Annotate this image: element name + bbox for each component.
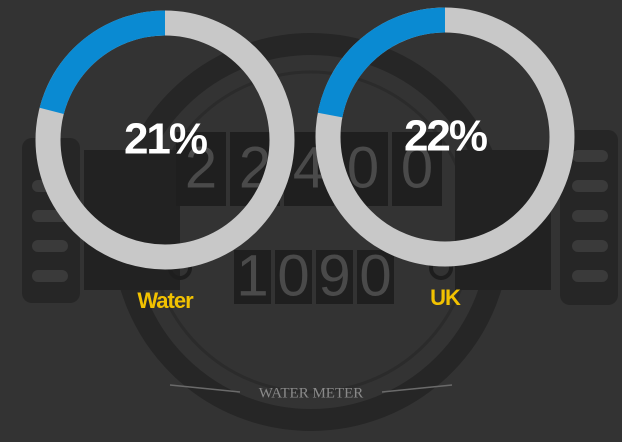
digit-box — [234, 250, 271, 304]
digit-box — [176, 132, 226, 206]
donut-segment — [317, 7, 446, 118]
digit: 1 — [236, 243, 268, 308]
digit: 0 — [359, 243, 391, 308]
meter-label-lines — [169, 384, 453, 393]
digit-box — [275, 250, 312, 304]
percent-label: 21% — [124, 115, 207, 164]
digit-box — [316, 250, 353, 304]
digit-box — [357, 250, 394, 304]
percent-label: 22% — [404, 112, 487, 161]
digit: 0 — [277, 243, 309, 308]
meter-label: WATER METER — [259, 385, 364, 401]
digit: 0 — [401, 135, 433, 200]
panel-slots — [32, 150, 608, 282]
chart-label: UK — [430, 285, 461, 310]
digit: 2 — [185, 135, 217, 200]
donut-segment — [39, 10, 166, 115]
donut-charts: 21% Water 22% UK — [35, 7, 575, 313]
digit: 9 — [318, 243, 350, 308]
chart-label: Water — [137, 288, 194, 313]
digit-box — [392, 132, 442, 206]
